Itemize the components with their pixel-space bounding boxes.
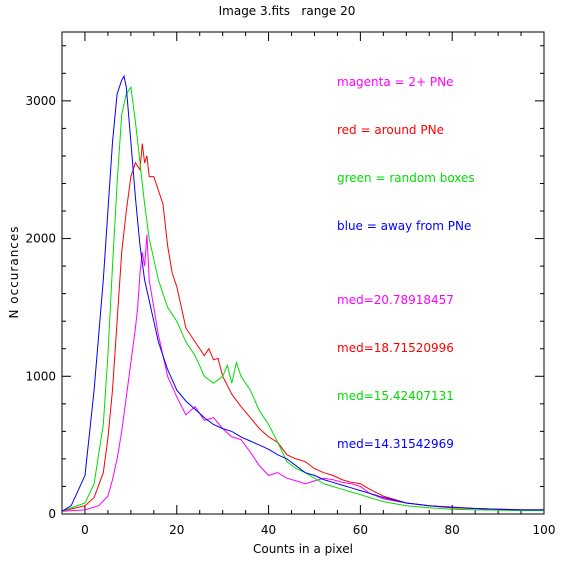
series-blue-line bbox=[61, 74, 544, 512]
plot-frame bbox=[61, 31, 545, 515]
median-green: med=15.42407131 bbox=[337, 389, 454, 403]
legend-entry-red: red = around PNe bbox=[337, 123, 444, 137]
legend-entry-blue: blue = away from PNe bbox=[337, 219, 472, 233]
x-axis-label: Counts in a pixel bbox=[252, 542, 354, 556]
median-blue: med=14.31542969 bbox=[337, 437, 454, 451]
median-magenta: med=20.78918457 bbox=[337, 293, 454, 307]
plot-axes bbox=[61, 31, 545, 515]
median-annotations: med=20.78918457 med=18.71520996 med=15.4… bbox=[337, 260, 454, 468]
series-magenta-line bbox=[61, 234, 544, 512]
x-tick-label: 0 bbox=[81, 523, 89, 537]
x-tick-label: 80 bbox=[445, 523, 460, 537]
x-tick-label: 20 bbox=[169, 523, 184, 537]
y-tick-label: 3000 bbox=[25, 94, 56, 108]
y-tick-label: 1000 bbox=[25, 369, 56, 383]
legend: magenta = 2+ PNe red = around PNe green … bbox=[337, 42, 475, 250]
x-tick-label: 60 bbox=[353, 523, 368, 537]
legend-entry-green: green = random boxes bbox=[337, 171, 475, 185]
x-tick-label: 40 bbox=[261, 523, 276, 537]
series-lines bbox=[61, 74, 544, 512]
chart-title: Image 3.fits range 20 bbox=[218, 4, 356, 18]
y-tick-label: 2000 bbox=[25, 232, 56, 246]
x-tick-label: 100 bbox=[533, 523, 556, 537]
median-red: med=18.71520996 bbox=[337, 341, 454, 355]
y-tick-label: 0 bbox=[48, 507, 56, 521]
y-axis-label: N occurances bbox=[7, 225, 21, 319]
legend-entry-magenta: magenta = 2+ PNe bbox=[337, 75, 454, 89]
series-red-line bbox=[61, 143, 544, 512]
